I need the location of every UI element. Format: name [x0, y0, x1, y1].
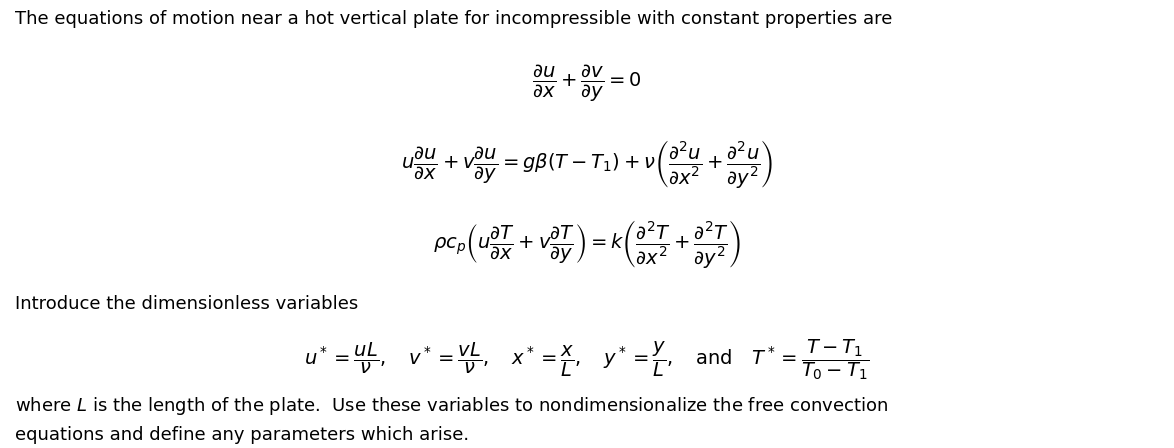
Text: $\rho c_p\left(u\dfrac{\partial T}{\partial x} + v\dfrac{\partial T}{\partial y}: $\rho c_p\left(u\dfrac{\partial T}{\part… — [433, 218, 741, 270]
Text: where $L$ is the length of the plate.  Use these variables to nondimensionalize : where $L$ is the length of the plate. Us… — [15, 395, 889, 417]
Text: $u\dfrac{\partial u}{\partial x} + v\dfrac{\partial u}{\partial y} = g\beta(T - : $u\dfrac{\partial u}{\partial x} + v\dfr… — [400, 138, 774, 190]
Text: Introduce the dimensionless variables: Introduce the dimensionless variables — [15, 295, 359, 313]
Text: The equations of motion near a hot vertical plate for incompressible with consta: The equations of motion near a hot verti… — [15, 10, 892, 28]
Text: equations and define any parameters which arise.: equations and define any parameters whic… — [15, 426, 470, 444]
Text: $u^* = \dfrac{uL}{\nu},\quad v^* = \dfrac{vL}{\nu},\quad x^* = \dfrac{x}{L},\qua: $u^* = \dfrac{uL}{\nu},\quad v^* = \dfra… — [304, 337, 870, 382]
Text: $\dfrac{\partial u}{\partial x} + \dfrac{\partial v}{\partial y} = 0$: $\dfrac{\partial u}{\partial x} + \dfrac… — [532, 63, 642, 104]
